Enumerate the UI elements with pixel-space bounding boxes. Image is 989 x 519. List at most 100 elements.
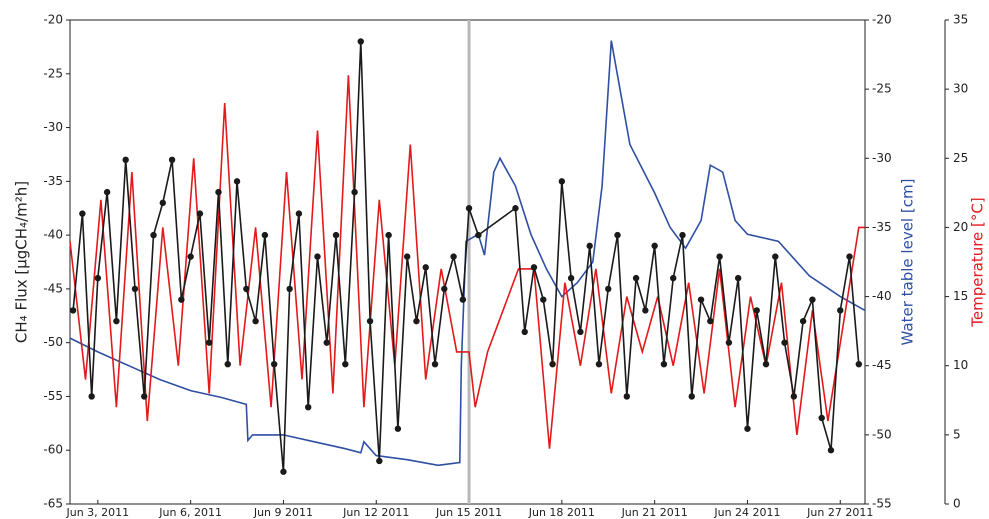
data-point <box>206 339 213 346</box>
data-point <box>69 307 77 314</box>
data-point <box>261 231 269 239</box>
data-point <box>651 242 658 250</box>
data-point <box>809 296 816 303</box>
x-tick-label: Jun 3, 2011 <box>66 506 130 519</box>
x-tick-label: Jun 9 2011 <box>253 506 313 519</box>
data-point <box>403 253 411 260</box>
y2-tick-label: -45 <box>872 358 892 372</box>
data-point <box>540 296 547 303</box>
data-point <box>716 253 723 260</box>
data-point <box>670 274 677 282</box>
data-point <box>697 296 705 303</box>
y3-tick-label: 5 <box>953 427 961 441</box>
y2-tick-label: -25 <box>872 82 892 96</box>
y3-tick-label: 0 <box>953 497 961 511</box>
data-point <box>465 205 473 212</box>
y-tick-label: -20 <box>43 13 63 27</box>
data-point <box>413 317 420 325</box>
data-point <box>837 307 844 314</box>
data-point <box>790 393 798 400</box>
y-tick-label: -25 <box>43 66 63 80</box>
x-tick-label: Jun 21 2011 <box>621 506 688 519</box>
data-point <box>846 253 853 260</box>
data-point <box>441 285 448 293</box>
data-point <box>577 328 584 336</box>
data-point <box>295 210 303 217</box>
y3-axis-label: Temperature [°C] <box>969 197 987 327</box>
data-point <box>530 264 538 271</box>
y3-tick-label: 25 <box>953 151 968 165</box>
data-point <box>131 285 139 293</box>
y2-tick-label: -55 <box>872 497 892 511</box>
data-point <box>286 285 293 293</box>
y3-tick-label: 30 <box>953 82 968 96</box>
data-point <box>314 253 321 260</box>
data-point <box>762 360 770 368</box>
y2-axis-label: Water table level [cm] <box>899 179 917 346</box>
data-point <box>632 274 640 282</box>
data-point <box>187 253 194 260</box>
data-point <box>168 156 176 164</box>
data-point <box>431 360 439 368</box>
y-tick-label: -60 <box>43 443 63 457</box>
data-point <box>521 328 528 336</box>
x-tick-label: Jun 15 2011 <box>435 506 502 519</box>
data-point <box>614 231 621 239</box>
data-point <box>103 188 111 196</box>
data-point <box>141 393 148 400</box>
data-point <box>280 468 287 475</box>
y3-tick-label: 20 <box>953 220 968 234</box>
series-line <box>72 41 860 472</box>
data-point <box>753 307 760 314</box>
data-point <box>475 231 482 239</box>
y2-tick-label: -30 <box>872 151 892 165</box>
data-point <box>567 274 575 282</box>
y2-tick-label: -20 <box>872 13 892 27</box>
y2-tick-label: -35 <box>872 220 892 234</box>
data-point <box>595 360 603 368</box>
data-point <box>385 231 392 239</box>
y-axis-label: CH₄ Flux [µgCH₄/m²h] <box>13 181 31 343</box>
y-tick-label: -45 <box>43 281 63 295</box>
data-point <box>79 210 86 217</box>
data-point <box>178 296 185 303</box>
data-point <box>122 156 129 164</box>
data-point <box>94 274 102 282</box>
x-tick-label: Jun 27 2011 <box>806 506 873 519</box>
data-point <box>818 414 825 422</box>
y3-tick-label: 15 <box>953 289 968 303</box>
data-point <box>827 447 835 454</box>
data-point <box>586 242 593 250</box>
data-point <box>304 404 312 411</box>
plot-frame <box>69 19 866 505</box>
data-point <box>366 317 374 325</box>
data-point <box>512 205 519 212</box>
data-point <box>394 425 402 432</box>
data-point <box>799 317 807 325</box>
data-point <box>243 285 250 293</box>
y-tick-label: -35 <box>43 174 63 188</box>
data-point <box>855 360 863 368</box>
x-tick-label: Jun 24 2011 <box>713 506 780 519</box>
data-point <box>323 339 330 346</box>
data-point <box>605 285 612 293</box>
series-line <box>69 75 865 449</box>
data-point <box>342 360 349 368</box>
data-point <box>224 360 231 368</box>
data-point <box>357 38 364 45</box>
data-point <box>270 360 278 368</box>
data-point <box>459 296 467 303</box>
data-point <box>707 317 714 325</box>
series-line <box>69 40 866 467</box>
data-point <box>376 457 383 465</box>
data-point <box>549 360 556 368</box>
y3-tick-label: 10 <box>953 358 968 372</box>
data-point <box>150 231 157 239</box>
y2-tick-label: -40 <box>872 289 892 303</box>
data-point <box>642 307 649 314</box>
data-point <box>422 264 429 271</box>
data-point <box>744 425 751 432</box>
data-point <box>450 253 457 260</box>
data-point <box>725 339 733 346</box>
